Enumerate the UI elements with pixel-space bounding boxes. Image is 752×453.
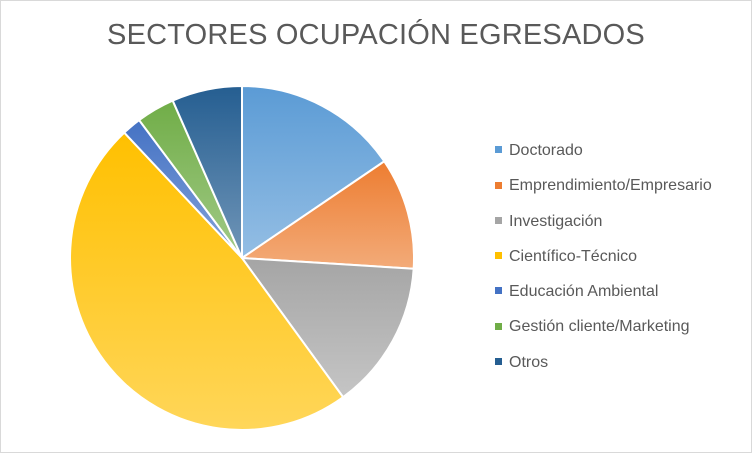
legend-label: Emprendimiento/Empresario <box>509 177 712 195</box>
legend-label: Científico-Técnico <box>509 247 638 265</box>
legend-item: Gestión cliente/Marketing <box>485 309 747 344</box>
legend: Doctorado Emprendimiento/Empresario Invest… <box>485 133 747 380</box>
legend-swatch <box>495 146 502 154</box>
legend-label: Gestión cliente/Marketing <box>509 318 690 336</box>
legend-swatch <box>495 181 502 189</box>
legend-item: Investigación <box>485 204 747 239</box>
legend-swatch <box>495 216 502 224</box>
legend-label: Educación Ambiental <box>509 283 659 301</box>
pie-slice-7 <box>171 85 243 259</box>
legend-item: Doctorado <box>485 133 747 168</box>
legend-swatch <box>495 322 502 330</box>
legend-label: Investigación <box>509 212 603 230</box>
legend-item: Otros <box>485 345 747 380</box>
pie-slice-3 <box>241 257 415 399</box>
legend-swatch <box>495 252 502 260</box>
legend-label: Otros <box>509 353 549 371</box>
pie-slice-4 <box>69 131 345 431</box>
chart-title: SECTORES OCUPACIÓN EGRESADOS <box>107 19 645 51</box>
legend-item: Emprendimiento/Empresario <box>485 168 747 203</box>
legend-item: Educación Ambiental <box>485 274 747 309</box>
legend-label: Doctorado <box>509 142 583 159</box>
pie-slice-1 <box>241 85 386 259</box>
legend-swatch <box>495 287 502 295</box>
pie-slice-2 <box>241 160 415 270</box>
legend-swatch <box>495 358 502 366</box>
legend-item: Científico-Técnico <box>485 239 747 274</box>
